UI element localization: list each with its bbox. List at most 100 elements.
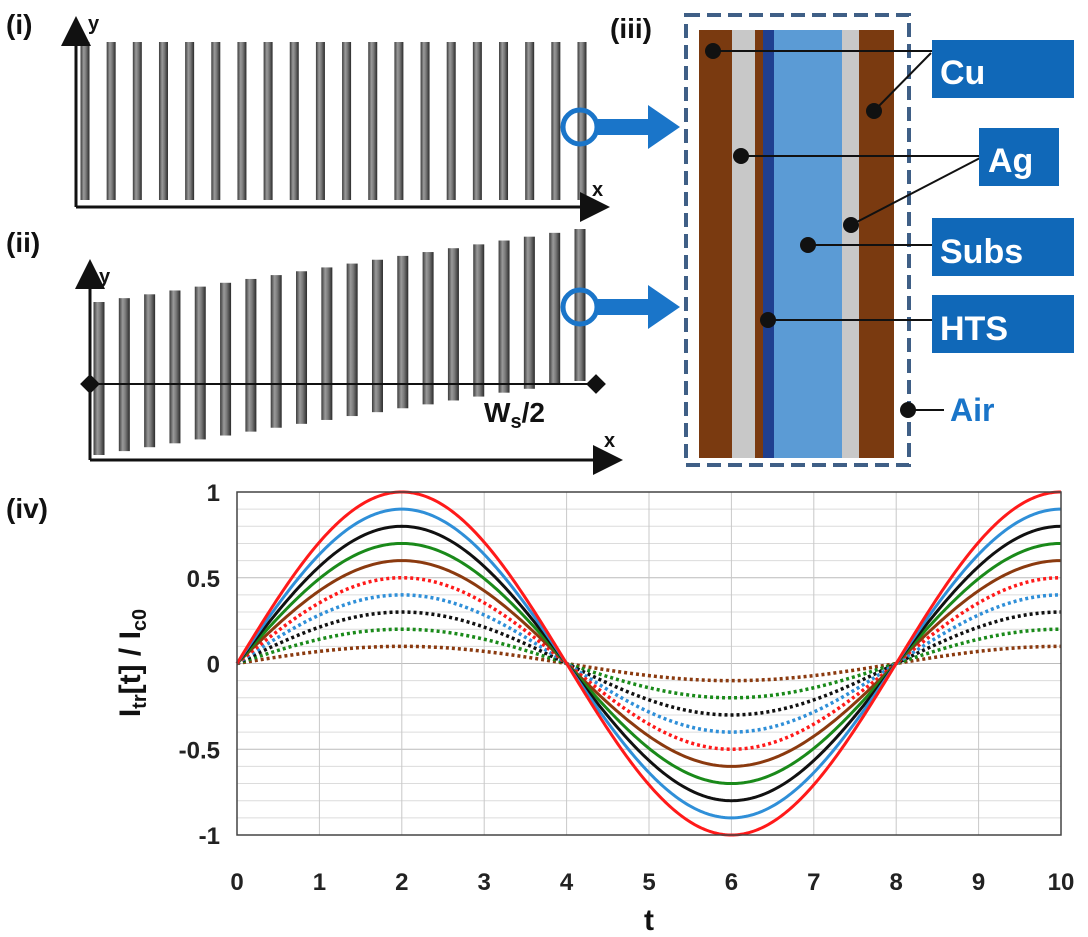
- tape-i: [185, 42, 195, 200]
- panel-i: (i) y x: [6, 9, 610, 222]
- x-tick-label: 10: [1048, 869, 1075, 896]
- ws-left-diamond: [80, 374, 100, 394]
- zoom-arrow-i: [598, 105, 680, 149]
- tape-ii: [93, 302, 105, 455]
- tape-i: [368, 42, 378, 200]
- tape-ii: [447, 248, 459, 401]
- ag-layer-left: [732, 30, 755, 458]
- tape-ii: [574, 229, 586, 381]
- subs-label: Subs: [940, 233, 1023, 271]
- tape-i: [289, 42, 299, 200]
- tape-ii: [321, 267, 333, 420]
- tape-ii: [245, 278, 257, 432]
- tape-i: [263, 42, 273, 200]
- x-tick-label: 7: [807, 869, 820, 896]
- panel-ii: (ii) y x Ws/2: [6, 227, 623, 475]
- ag-label: Ag: [988, 142, 1033, 180]
- zoom-circle-i: [560, 107, 600, 147]
- zoom-arrow-ii: [598, 285, 680, 329]
- x-tick-label: 4: [560, 869, 574, 896]
- tape-i: [551, 42, 561, 200]
- chart-ticks: 0 1 2 3 4 5 6 7 8 9 10 1 0.5 0 -0.5 -1: [179, 480, 1075, 896]
- tape-i: [158, 42, 168, 200]
- y-tick-label: 1: [207, 480, 220, 507]
- series-line-1: [235, 490, 1062, 837]
- zoom-circle-ii: [560, 287, 600, 327]
- tape-i: [446, 42, 456, 200]
- ws-right-diamond: [586, 374, 606, 394]
- tape-i: [106, 42, 116, 200]
- series-line-0.9: [235, 507, 1062, 820]
- x-tick-label: 9: [972, 869, 985, 896]
- series-line-0.8: [235, 524, 1062, 803]
- panel-iv-label: (iv): [6, 493, 48, 524]
- tape-i: [315, 42, 325, 200]
- x-tick-label: 2: [395, 869, 408, 896]
- panel-ii-tapes: [93, 229, 586, 455]
- tape-i: [211, 42, 221, 200]
- x-tick-label: 1: [313, 869, 326, 896]
- zoom-indicators: [560, 105, 680, 329]
- x-tick-label: 6: [725, 869, 738, 896]
- tape-ii: [397, 255, 409, 409]
- tape-ii: [118, 298, 130, 452]
- panel-i-tapes: [80, 42, 587, 200]
- tape-ii: [523, 236, 535, 389]
- series-line-0.3: [236, 610, 1062, 717]
- tape-i: [394, 42, 404, 200]
- tape-i: [132, 42, 142, 200]
- y-tick-label: -1: [199, 823, 220, 850]
- series-line-0.7: [235, 541, 1062, 786]
- x-tick-label: 5: [642, 869, 655, 896]
- tape-i: [525, 42, 535, 200]
- y-tick-label: 0: [207, 652, 220, 679]
- tape-i: [342, 42, 352, 200]
- series-line-0.4: [236, 593, 1062, 734]
- chart-frame: [236, 491, 1062, 836]
- hts-label: HTS: [940, 310, 1008, 348]
- x-tick-label: 0: [230, 869, 243, 896]
- panel-i-y-label: y: [88, 13, 100, 35]
- tape-i: [237, 42, 247, 200]
- tape-ii: [346, 263, 358, 417]
- panel-iv: (iv) 0 1 2 3 4 5 6 7 8 9 10 1 0.5 0 -0.5 -1 t Itr[t] / …: [6, 480, 1074, 937]
- panel-iii-label: (iii): [610, 13, 652, 44]
- cu-thin-layer: [755, 30, 763, 458]
- tape-ii: [144, 294, 156, 448]
- hts-layer: [763, 30, 774, 458]
- tape-ii: [270, 275, 282, 428]
- y-tick-label: -0.5: [179, 737, 220, 764]
- panel-ii-x-label: x: [604, 430, 615, 452]
- chart-series: [235, 490, 1062, 837]
- cu-label-box: [932, 40, 1074, 98]
- tape-ii: [296, 271, 308, 424]
- tape-i: [472, 42, 482, 200]
- tape-ii: [220, 282, 232, 436]
- air-label: Air: [950, 392, 994, 428]
- x-tick-label: 8: [890, 869, 903, 896]
- tape-ii: [549, 232, 561, 385]
- leader-lines: [713, 50, 981, 411]
- panel-iii: (iii) Cu: [610, 13, 1074, 467]
- subs-label-box: [932, 218, 1074, 276]
- cu-label: Cu: [940, 54, 985, 92]
- tape-i: [499, 42, 509, 200]
- y-axis-label: Itr[t] / Ic0: [114, 609, 151, 717]
- x-tick-label: 3: [478, 869, 491, 896]
- panel-i-label: (i): [6, 9, 32, 40]
- hts-label-box: [932, 295, 1074, 353]
- panel-ii-y-label: y: [99, 266, 111, 288]
- ag-label-box: [979, 128, 1059, 186]
- tape-ii: [422, 252, 434, 405]
- series-line-0.1: [236, 644, 1061, 683]
- tape-i: [577, 42, 587, 200]
- tape-ii: [473, 244, 485, 397]
- series-line-0.5: [235, 575, 1062, 752]
- tape-ii: [371, 259, 383, 413]
- tape-i: [80, 42, 90, 200]
- ws-label: Ws/2: [484, 397, 545, 433]
- tape-ii: [498, 240, 510, 393]
- series-line-0.6: [235, 559, 1062, 768]
- panel-ii-label: (ii): [6, 227, 40, 258]
